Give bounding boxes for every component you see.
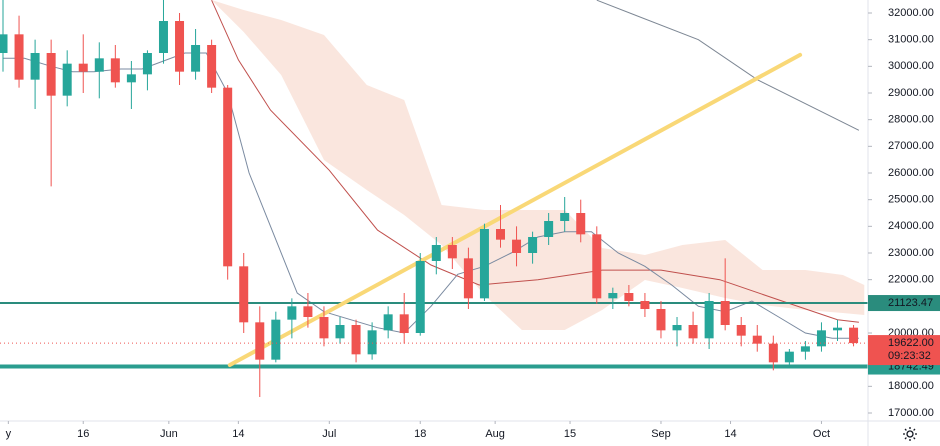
candle-body	[544, 221, 554, 237]
y-tick-label: 27000.00	[888, 140, 934, 152]
candle-body	[688, 325, 698, 339]
candle-body	[512, 239, 522, 253]
candle-body	[479, 229, 489, 299]
candle-body	[142, 53, 152, 75]
candle-body	[94, 58, 104, 72]
candle-body	[528, 237, 538, 253]
candle-body	[463, 258, 473, 299]
candle-body	[78, 63, 88, 72]
candle-body	[592, 234, 602, 299]
x-tick-label: Oct	[813, 428, 830, 440]
cloud-fill	[211, 0, 865, 330]
candle-body	[223, 87, 233, 267]
indicator-line	[596, 0, 860, 131]
candle-body	[495, 229, 505, 240]
y-tick-label: 26000.00	[888, 167, 934, 179]
candle-body	[704, 301, 714, 339]
y-tick-label: 25000.00	[888, 194, 934, 206]
last-price-box	[868, 335, 940, 366]
candle-body	[849, 327, 859, 344]
y-tick-label: 24000.00	[888, 220, 934, 232]
plot-area	[0, 0, 868, 397]
candle-body	[576, 213, 586, 235]
y-tick-label: 32000.00	[888, 7, 934, 19]
candle-body	[126, 74, 136, 83]
candle-body	[46, 53, 56, 96]
candle-body	[351, 325, 361, 355]
candle-body	[303, 306, 313, 317]
y-tick-label: 18000.00	[888, 380, 934, 392]
x-tick-label: Aug	[485, 428, 505, 440]
y-tick-label: 22000.00	[888, 274, 934, 286]
y-tick-label: 30000.00	[888, 60, 934, 72]
candle-body	[560, 213, 570, 221]
x-tick-label: Jun	[160, 428, 178, 440]
candle-body	[383, 314, 393, 331]
candle-body	[62, 63, 72, 96]
x-tick-label: 15	[564, 428, 576, 440]
x-tick-label: 14	[232, 428, 244, 440]
candle-body	[784, 351, 794, 363]
candle-body	[816, 330, 826, 347]
candle-body	[335, 325, 345, 339]
candle-body	[736, 325, 746, 336]
candle-body	[431, 245, 441, 261]
level-label: 21123.47	[888, 297, 933, 309]
axes: 32000.00 31000.00 30000.00 29000.00 28000.00…	[6, 7, 940, 440]
candle-body	[319, 317, 329, 339]
x-tick-label: 16	[77, 428, 89, 440]
candle-body	[158, 21, 168, 53]
candle-body	[752, 335, 762, 344]
candle-body	[768, 343, 778, 363]
candle-body	[608, 293, 618, 299]
x-tick-label: y	[6, 428, 12, 440]
x-tick-label: Jul	[322, 428, 336, 440]
level-label-box	[868, 295, 940, 312]
countdown-label: 09:23:32	[888, 350, 931, 362]
y-tick-label: 28000.00	[888, 114, 934, 126]
candle-body	[0, 34, 8, 53]
candle-body	[110, 58, 120, 83]
x-tick-label: 14	[724, 428, 736, 440]
candle-body	[255, 322, 265, 360]
y-tick-label: 29000.00	[888, 87, 934, 99]
candle-body	[656, 309, 666, 331]
candle-body	[447, 245, 457, 259]
trendline	[227, 52, 803, 367]
candle-body	[367, 330, 377, 355]
candle-body	[271, 319, 281, 360]
x-tick-label: 18	[414, 428, 426, 440]
candle-body	[415, 261, 425, 333]
y-tick-label: 31000.00	[888, 34, 934, 46]
y-tick-label: 17000.00	[888, 407, 934, 419]
candle-body	[720, 301, 730, 325]
candle-body	[624, 293, 634, 301]
candle-body	[833, 327, 843, 331]
candle-body	[399, 314, 409, 333]
candle-body	[672, 325, 682, 331]
candle-body	[640, 301, 650, 309]
y-tick-label: 23000.00	[888, 247, 934, 259]
candle-body	[191, 45, 201, 72]
candle-body	[14, 34, 24, 80]
indicator-line	[211, 0, 859, 323]
candle-body	[175, 21, 185, 72]
candle-body	[287, 306, 297, 320]
x-tick-label: Sep	[651, 428, 671, 440]
last-price-label: 19622.00	[888, 337, 934, 349]
settings-icon[interactable]	[903, 427, 917, 441]
candle-body	[207, 45, 217, 88]
candle-body	[239, 266, 249, 323]
candle-body	[800, 346, 810, 352]
candle-body	[30, 53, 40, 80]
